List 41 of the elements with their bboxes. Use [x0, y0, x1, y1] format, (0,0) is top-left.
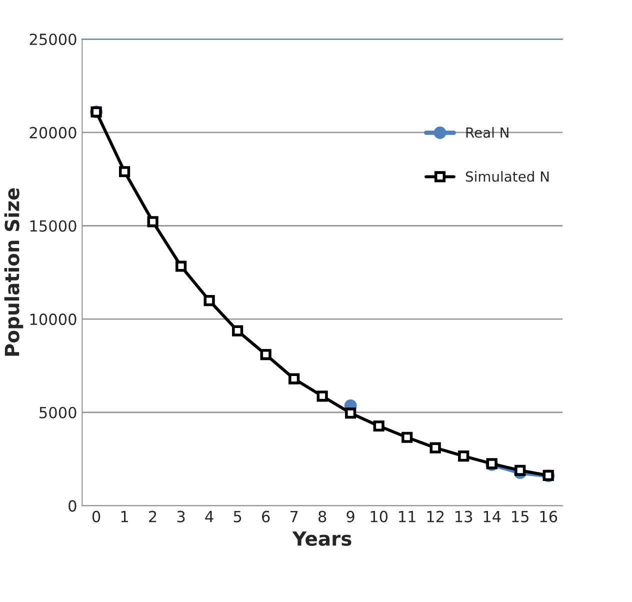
point [204, 295, 215, 306]
x-tick-label: 0 [92, 510, 100, 522]
point [260, 348, 272, 360]
point [147, 216, 158, 228]
point [316, 390, 328, 402]
point [175, 260, 187, 272]
x-tick-label: 14 [484, 511, 501, 522]
x-tick-label: 6 [262, 510, 270, 522]
y-tick-label: 10000 [30, 314, 76, 326]
x-tick-label: 9 [346, 510, 354, 522]
x-tick-label: 5 [234, 511, 242, 522]
x-tick-label: 13 [456, 510, 472, 522]
y-tick-label: 25000 [30, 34, 76, 46]
x-tick-label: 8 [318, 510, 326, 522]
legend-label: Real N [466, 127, 508, 138]
point [430, 442, 441, 454]
x-tick-label: 3 [177, 510, 185, 522]
point [232, 325, 244, 336]
x-tick-label: 11 [399, 511, 416, 522]
y-axis-title: Population Size [4, 188, 24, 356]
x-axis-title: Years [292, 531, 352, 546]
x-tick-label: 2 [149, 510, 156, 522]
point [402, 432, 413, 443]
point [118, 166, 130, 178]
point [288, 373, 300, 384]
y-tick-label: 0 [68, 500, 76, 512]
point [458, 450, 470, 462]
x-tick-label: 10 [370, 510, 388, 522]
x-tick-label: 15 [512, 511, 528, 522]
x-tick-label: 16 [540, 510, 558, 522]
y-tick-label: 5000 [40, 406, 76, 418]
point [345, 408, 356, 419]
x-tick-label: 7 [290, 511, 298, 522]
point [514, 464, 526, 476]
y-tick-label: 20000 [30, 126, 76, 138]
x-tick-label: 4 [205, 511, 214, 522]
x-tick-label: 12 [427, 510, 444, 522]
x-tick-label: 1 [121, 511, 128, 522]
legend-label: Simulated N [466, 171, 549, 182]
y-tick-label: 15000 [30, 220, 76, 232]
point [373, 420, 384, 432]
